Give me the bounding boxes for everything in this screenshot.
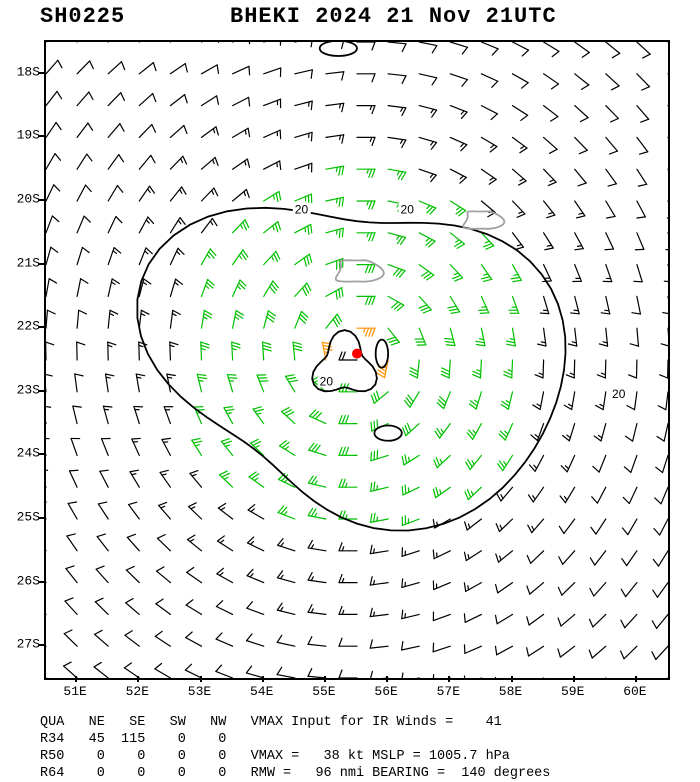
y-tick-label: 20S [17,192,40,207]
x-tick-label: 58E [499,684,522,699]
x-tick [635,676,637,682]
plot-canvas: 20 20 20 20 [46,42,668,678]
chart-title: BHEKI 2024 21 Nov 21UTC [230,4,557,29]
svg-text:20: 20 [612,387,626,401]
y-tick-label: 26S [17,573,40,588]
x-tick [75,676,77,682]
x-tick-label: 57E [437,684,460,699]
svg-text:20: 20 [295,203,309,217]
y-tick-label: 24S [17,446,40,461]
x-tick [448,676,450,682]
x-tick-label: 51E [63,684,86,699]
x-tick-label: 55E [312,684,335,699]
y-tick-label: 23S [17,382,40,397]
y-tick-label: 18S [17,64,40,79]
x-tick [200,676,202,682]
x-tick [137,676,139,682]
wind-barb-plot: 20 20 20 20 [44,40,670,680]
y-tick-label: 25S [17,510,40,525]
x-tick [386,676,388,682]
x-tick [324,676,326,682]
y-tick-label: 27S [17,637,40,652]
x-tick-label: 52E [126,684,149,699]
y-tick-label: 19S [17,128,40,143]
x-tick-label: 60E [623,684,646,699]
x-tick-label: 53E [188,684,211,699]
x-tick-label: 54E [250,684,273,699]
y-tick-label: 22S [17,319,40,334]
x-tick [262,676,264,682]
data-summary-footer: QUA NE SE SW NW VMAX Input for IR Winds … [40,714,550,782]
y-tick-label: 21S [17,255,40,270]
storm-id: SH0225 [40,4,125,29]
x-tick [573,676,575,682]
x-tick-label: 59E [561,684,584,699]
svg-text:20: 20 [401,203,415,217]
svg-text:20: 20 [320,374,334,388]
x-tick-label: 56E [374,684,397,699]
x-tick [511,676,513,682]
